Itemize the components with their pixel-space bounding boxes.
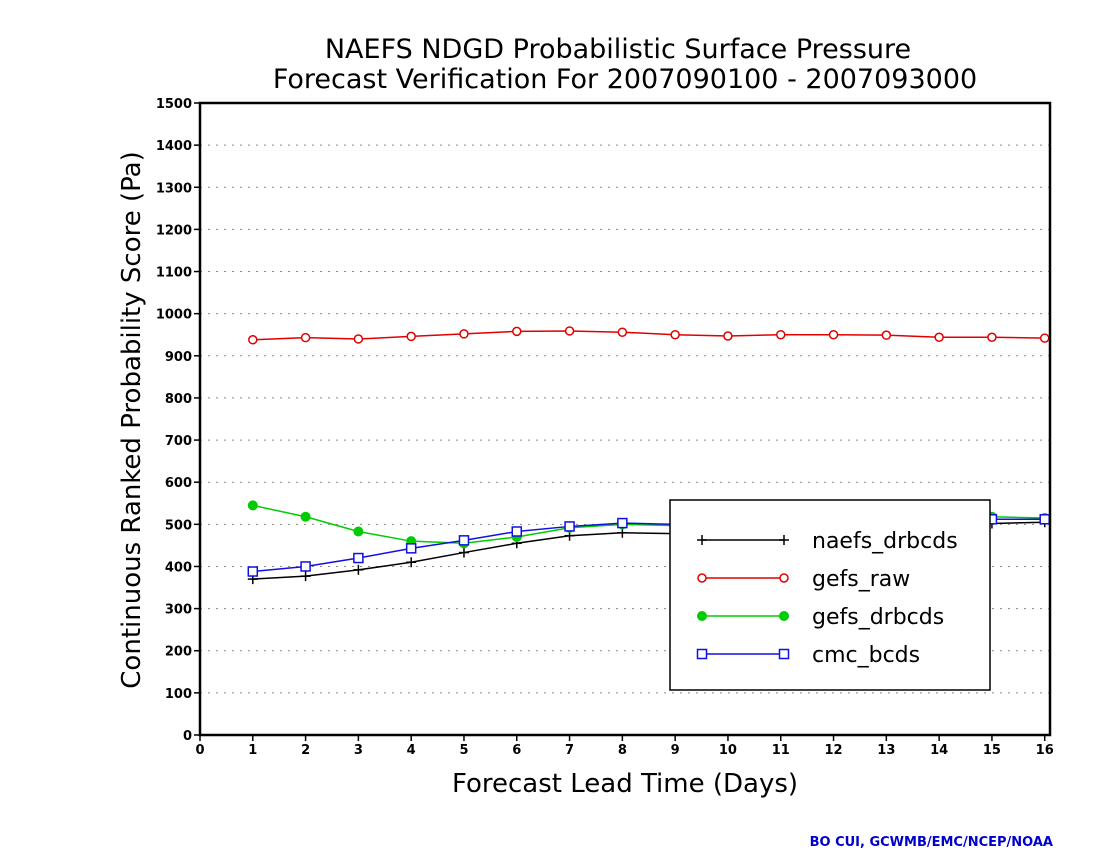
legend-item-cmc_bcds: cmc_bcds [696, 643, 920, 668]
data-point [247, 566, 259, 577]
data-point [617, 527, 628, 538]
legend-marker [697, 535, 707, 545]
legend-item-gefs_drbcds: gefs_drbcds [697, 605, 944, 630]
y-tick-label: 100 [165, 687, 192, 702]
x-tick-label: 10 [719, 743, 737, 758]
y-tick-label: 400 [165, 560, 192, 575]
data-point [353, 564, 364, 575]
y-tick-label: 1200 [156, 223, 192, 238]
y-tick-label: 1000 [156, 308, 192, 323]
data-point [459, 329, 469, 339]
legend-marker [696, 648, 708, 660]
legend-marker [779, 573, 789, 583]
x-tick-label: 0 [195, 743, 204, 758]
x-tick-label: 7 [565, 743, 574, 758]
legend-label: naefs_drbcds [812, 529, 958, 554]
y-tick-label: 1500 [156, 97, 192, 112]
data-point [406, 331, 416, 342]
data-point [564, 326, 575, 336]
data-point [458, 547, 469, 558]
data-point [300, 571, 311, 582]
credit-text: BO CUI, GCWMB/EMC/NCEP/NOAA [810, 835, 1053, 850]
chart-title-line-2: Forecast Verification For 2007090100 - 2… [273, 64, 977, 95]
axes: 0100200300400500600700800900100011001200… [156, 97, 1054, 758]
y-tick-label: 800 [165, 392, 192, 407]
data-point [353, 334, 364, 344]
x-tick-label: 2 [301, 743, 310, 758]
data-point [987, 332, 997, 343]
legend-marker [697, 611, 707, 621]
series-gefs_raw [248, 326, 1050, 345]
x-axis-label: Forecast Lead Time (Days) [452, 769, 798, 799]
chart-title-line-1: NAEFS NDGD Probabilistic Surface Pressur… [325, 34, 911, 65]
data-point [617, 327, 628, 337]
x-tick-label: 1 [248, 743, 257, 758]
legend: naefs_drbcds gefs_raw gefs_drbcds cmc_bcds [669, 499, 991, 691]
legend-label: cmc_bcds [812, 643, 920, 668]
x-tick-label: 3 [354, 743, 363, 758]
series-line [252, 330, 1045, 341]
data-point [406, 557, 417, 568]
data-point [248, 335, 258, 345]
y-tick-label: 300 [165, 603, 192, 618]
y-tick-label: 1300 [156, 181, 192, 196]
y-tick-label: 500 [165, 518, 192, 533]
x-tick-label: 9 [671, 743, 680, 758]
x-tick-label: 13 [877, 743, 895, 758]
data-point [828, 329, 839, 340]
data-point [775, 329, 786, 340]
data-point [881, 330, 892, 340]
data-point [300, 561, 311, 572]
plot-frame [198, 101, 1052, 737]
x-tick-label: 5 [459, 743, 468, 758]
data-point [405, 543, 417, 554]
legend-marker [697, 573, 707, 583]
y-tick-label: 1100 [156, 266, 192, 281]
y-tick-label: 900 [165, 350, 192, 365]
data-point [1039, 333, 1050, 343]
x-tick-label: 6 [512, 743, 521, 758]
legend-label: gefs_raw [812, 567, 910, 592]
x-tick-label: 16 [1036, 743, 1054, 758]
x-tick-label: 8 [618, 743, 627, 758]
legend-item-naefs_drbcds: naefs_drbcds [697, 529, 958, 554]
legend-marker [779, 535, 789, 545]
y-tick-label: 200 [165, 645, 192, 660]
x-tick-label: 4 [407, 743, 416, 758]
x-tick-label: 12 [824, 743, 842, 758]
legend-marker [778, 648, 790, 660]
y-tick-label: 700 [165, 434, 192, 449]
legend-item-gefs_raw: gefs_raw [697, 567, 910, 592]
data-point [617, 517, 628, 529]
data-point [512, 326, 522, 337]
grid [200, 144, 1050, 694]
legend-label: gefs_drbcds [812, 605, 944, 630]
x-tick-label: 14 [930, 743, 948, 758]
data-point [934, 332, 944, 343]
x-tick-label: 11 [772, 743, 790, 758]
y-tick-label: 0 [183, 729, 192, 744]
data-point [353, 552, 364, 564]
data-point [670, 329, 680, 340]
data-point [353, 526, 364, 537]
y-tick-label: 600 [165, 476, 192, 491]
data-point [247, 500, 258, 511]
data-point [300, 511, 311, 522]
data-point [511, 526, 523, 537]
data-point [1039, 514, 1050, 525]
data-point [458, 535, 470, 546]
data-point [723, 331, 733, 341]
data-point [564, 521, 575, 532]
y-tick-label: 1400 [156, 139, 192, 154]
legend-box [669, 499, 991, 691]
data-point [300, 332, 311, 343]
y-axis-label: Continuous Ranked Probability Score (Pa) [117, 151, 147, 688]
legend-marker [779, 611, 789, 621]
x-tick-label: 15 [983, 743, 1001, 758]
